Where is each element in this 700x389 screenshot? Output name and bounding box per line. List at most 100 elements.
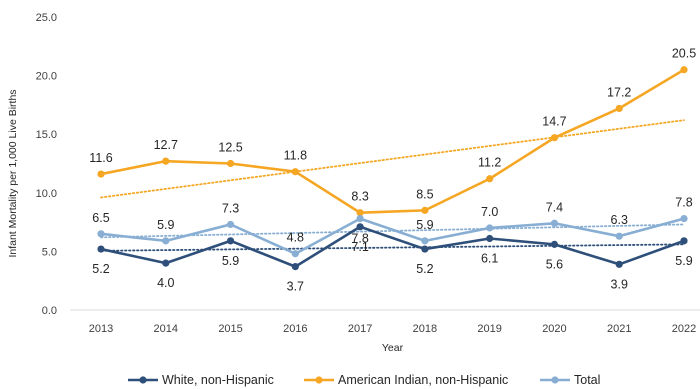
legend-label: Total [574, 373, 600, 387]
data-label: 7.3 [222, 201, 239, 215]
data-point [97, 170, 105, 178]
x-tick-label: 2020 [542, 323, 566, 335]
data-point [291, 263, 299, 271]
data-labels: 5.2 4.0 5.9 3.7 7.1 5.2 6.1 5.6 3.9 5.9 11.6 12.7 12… [89, 47, 696, 294]
data-point [226, 220, 235, 229]
x-axis-ticks: 2013 2014 2015 2016 2017 2018 2019 2020 2021 2022 [89, 323, 696, 335]
data-label: 8.5 [416, 187, 433, 201]
data-point [226, 237, 235, 245]
trendline [100, 119, 685, 199]
x-axis-title: Year [382, 342, 404, 354]
data-label: 5.2 [416, 262, 433, 276]
x-tick-label: 2013 [89, 323, 113, 335]
y-tick-label: 10.0 [36, 188, 57, 200]
legend-item: White, non-Hispanic [128, 373, 274, 387]
data-label: 4.0 [157, 276, 174, 290]
data-label: 5.6 [546, 257, 563, 271]
data-label: 6.1 [481, 252, 498, 266]
data-label: 7.8 [675, 196, 692, 210]
data-label: 7.8 [351, 232, 368, 246]
data-label: 11.2 [478, 156, 501, 170]
data-label: 5.9 [157, 218, 174, 232]
x-tick-label: 2019 [477, 323, 501, 335]
series [97, 214, 688, 258]
data-point [162, 237, 170, 245]
x-tick-label: 2022 [672, 323, 696, 335]
data-label: 11.8 [284, 149, 307, 163]
legend: White, non-Hispanic American Indian, non-… [128, 373, 600, 387]
data-point [97, 245, 105, 253]
x-tick-label: 2014 [154, 323, 178, 335]
data-label: 14.7 [542, 115, 566, 129]
data-point [486, 175, 494, 183]
data-label: 12.7 [154, 138, 178, 152]
data-point [421, 237, 429, 245]
data-label: 20.5 [672, 47, 696, 61]
x-tick-label: 2017 [348, 323, 372, 335]
series [97, 66, 688, 217]
data-label: 5.9 [416, 218, 433, 232]
y-tick-label: 15.0 [36, 129, 57, 141]
series [97, 223, 688, 271]
data-point [162, 259, 170, 267]
data-point [486, 224, 494, 232]
data-label: 12.5 [218, 141, 242, 155]
data-label: 11.6 [89, 151, 112, 165]
x-tick-label: 2015 [218, 323, 242, 335]
data-label: 5.9 [675, 254, 692, 268]
data-label: 3.7 [287, 280, 304, 294]
series-line [100, 225, 685, 268]
data-label: 17.2 [607, 85, 631, 99]
data-label: 7.0 [481, 205, 498, 219]
data-point [356, 209, 364, 217]
data-label: 7.1 [351, 240, 368, 254]
series-lines [97, 66, 688, 271]
legend-label: White, non-Hispanic [162, 373, 274, 387]
series-line [100, 68, 685, 215]
data-point [356, 214, 364, 223]
y-axis-title: Infant Mortality per 1,000 Live Births [7, 89, 19, 257]
data-label: 6.3 [611, 213, 628, 227]
y-tick-label: 20.0 [36, 71, 57, 83]
legend-swatch-marker [551, 376, 559, 384]
data-point [680, 237, 688, 245]
data-point [615, 260, 623, 268]
data-point [226, 159, 235, 168]
series-line [100, 217, 685, 256]
data-label: 7.4 [546, 200, 563, 214]
legend-item: Total [540, 373, 600, 387]
y-axis-ticks: 0.0 5.0 10.0 15.0 20.0 25.0 [36, 12, 57, 317]
y-tick-label: 25.0 [36, 12, 57, 24]
legend-swatch-marker [315, 376, 323, 384]
data-point [291, 250, 299, 258]
x-tick-label: 2016 [283, 323, 307, 335]
x-tick-label: 2018 [413, 323, 437, 335]
data-point [550, 219, 559, 227]
data-point [680, 66, 688, 74]
y-tick-label: 0.0 [42, 305, 57, 317]
data-point [421, 245, 429, 253]
data-point [486, 234, 494, 243]
data-label: 5.2 [92, 262, 109, 276]
data-label: 6.5 [92, 211, 109, 225]
data-label: 5.9 [222, 254, 239, 268]
data-label: 3.9 [611, 277, 628, 291]
x-tick-label: 2021 [607, 323, 631, 335]
data-label: 4.8 [287, 231, 304, 245]
data-point [162, 157, 170, 165]
data-point [97, 230, 105, 238]
data-point [680, 214, 688, 223]
data-point [421, 206, 429, 214]
trendline [100, 243, 685, 252]
data-point [291, 168, 299, 176]
data-point [356, 223, 364, 231]
data-point [550, 240, 559, 248]
legend-label: American Indian, non-Hispanic [338, 373, 508, 387]
data-point [615, 104, 623, 113]
legend-swatch-marker [139, 376, 147, 384]
y-tick-label: 5.0 [42, 246, 57, 258]
data-label: 8.3 [351, 190, 368, 204]
data-point [615, 232, 623, 240]
legend-item: American Indian, non-Hispanic [304, 373, 508, 387]
